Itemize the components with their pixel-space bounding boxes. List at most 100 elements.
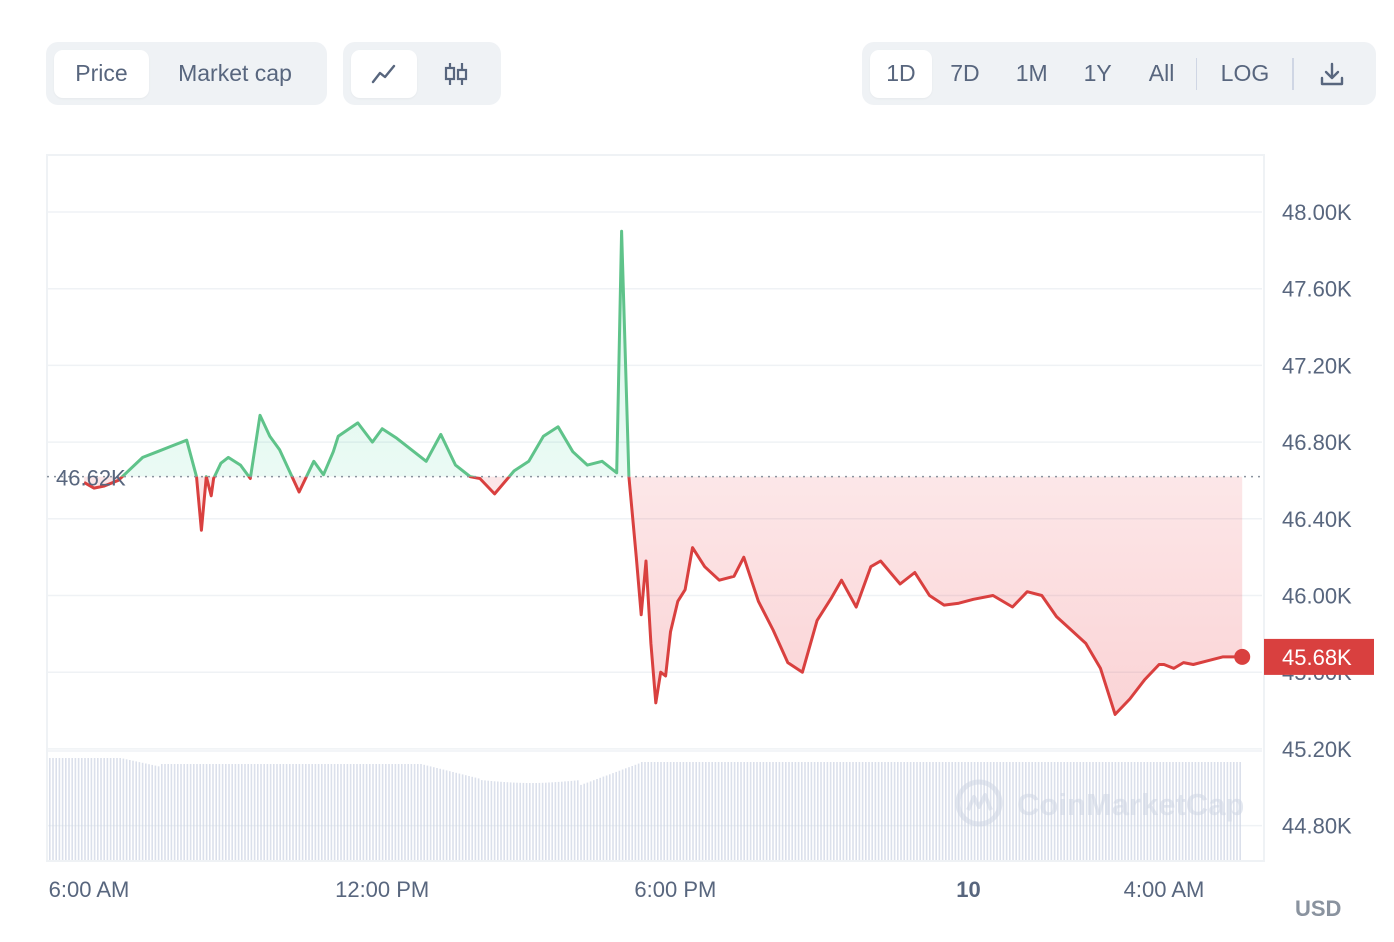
volume-bar [788,762,790,860]
volume-bar [986,762,989,860]
volume-bar [189,764,192,860]
volume-bar [535,783,537,860]
volume-bar [1079,762,1081,860]
volume-bar [305,764,307,860]
volume-bar [423,764,425,860]
volume-bar [567,781,569,860]
volume-bar [845,762,848,860]
volume-bar [404,764,406,860]
x-tick-label: 6:00 PM [634,877,716,902]
volume-bar [225,764,227,860]
range-1y[interactable]: 1Y [1083,60,1112,86]
volume-bar [794,762,797,860]
volume-bar [1053,762,1056,860]
volume-bar [717,762,720,860]
volume-bar [545,782,547,860]
volume-bar [353,764,355,860]
volume-bar [141,762,144,860]
volume-bar [209,764,211,860]
candlestick-button[interactable] [423,50,489,98]
volume-bar [548,782,550,860]
volume-bar [1140,762,1142,860]
volume-bar [429,766,432,860]
volume-bar [1175,762,1177,860]
volume-bar [212,764,214,860]
volume-bar [941,762,944,860]
volume-bar [631,766,633,860]
volume-bar [1194,762,1197,860]
volume-bar [849,762,851,860]
volume-bar [1236,762,1238,860]
range-1d[interactable]: 1D [870,49,932,98]
volume-bar [1037,762,1040,860]
volume-bar [871,762,873,860]
volume-bar [573,780,576,860]
range-all[interactable]: All [1148,60,1175,86]
volume-bar [884,762,886,860]
volume-bar [356,764,358,860]
x-tick-label: 10 [956,877,980,902]
volume-bar [346,764,349,860]
volume-bar [925,762,928,860]
y-tick-label: 46.80K [1282,430,1352,455]
volume-bar [1082,762,1085,860]
volume-bar [737,762,739,860]
volume-bar [1153,762,1155,860]
volume-bar [250,764,253,860]
volume-bar [484,780,486,860]
volume-bar [1057,762,1059,860]
volume-bar [397,764,400,860]
volume-bar [1143,762,1145,860]
range-7d[interactable]: 7D [950,60,980,86]
volume-bar [231,764,233,860]
volume-bar [663,762,665,860]
volume-bar [90,758,93,860]
volume-bar [481,780,483,860]
volume-bar [452,772,454,860]
volume-bar [116,758,118,860]
volume-bar [161,764,163,860]
volume-bar [221,764,224,860]
volume-bar [1229,762,1232,860]
price-tab[interactable]: Price [54,49,149,98]
volume-bar [1181,762,1184,860]
candlestick-icon [444,62,468,85]
volume-bar [1117,762,1120,860]
volume-bar [1066,762,1069,860]
volume-bar [138,762,141,860]
volume-bar [1041,762,1043,860]
volume-bar [330,764,333,860]
download-button[interactable] [1296,50,1368,98]
volume-bar [113,758,115,860]
volume-bar [65,758,67,860]
volume-bar [605,775,608,860]
volume-bar [833,762,835,860]
volume-bar [804,762,806,860]
range-1m[interactable]: 1M [1015,60,1048,86]
market-cap-tab[interactable]: Market cap [178,60,292,86]
log-toggle[interactable]: LOG [1220,60,1270,86]
volume-bar [273,764,275,860]
volume-bar [1201,762,1203,860]
line-chart-button[interactable] [351,49,417,98]
volume-bar [202,764,205,860]
volume-bar [1012,762,1014,860]
volume-bar [282,764,285,860]
volume-bar [1191,762,1193,860]
volume-bar [529,783,531,860]
volume-bar [881,762,883,860]
volume-bar [359,764,361,860]
volume-bar [1025,762,1027,860]
volume-bar [679,762,681,860]
volume-bar [570,780,573,860]
volume-bar [193,764,195,860]
volume-bar [532,783,534,860]
volume-bar [909,762,912,860]
volume-bar [1127,762,1129,860]
volume-bar [343,764,345,860]
volume-bar [1009,762,1011,860]
volume-bar [580,784,582,860]
volume-bar [266,764,269,860]
range-toggle: 1D 7D 1M 1Y All LOG [862,42,1376,105]
